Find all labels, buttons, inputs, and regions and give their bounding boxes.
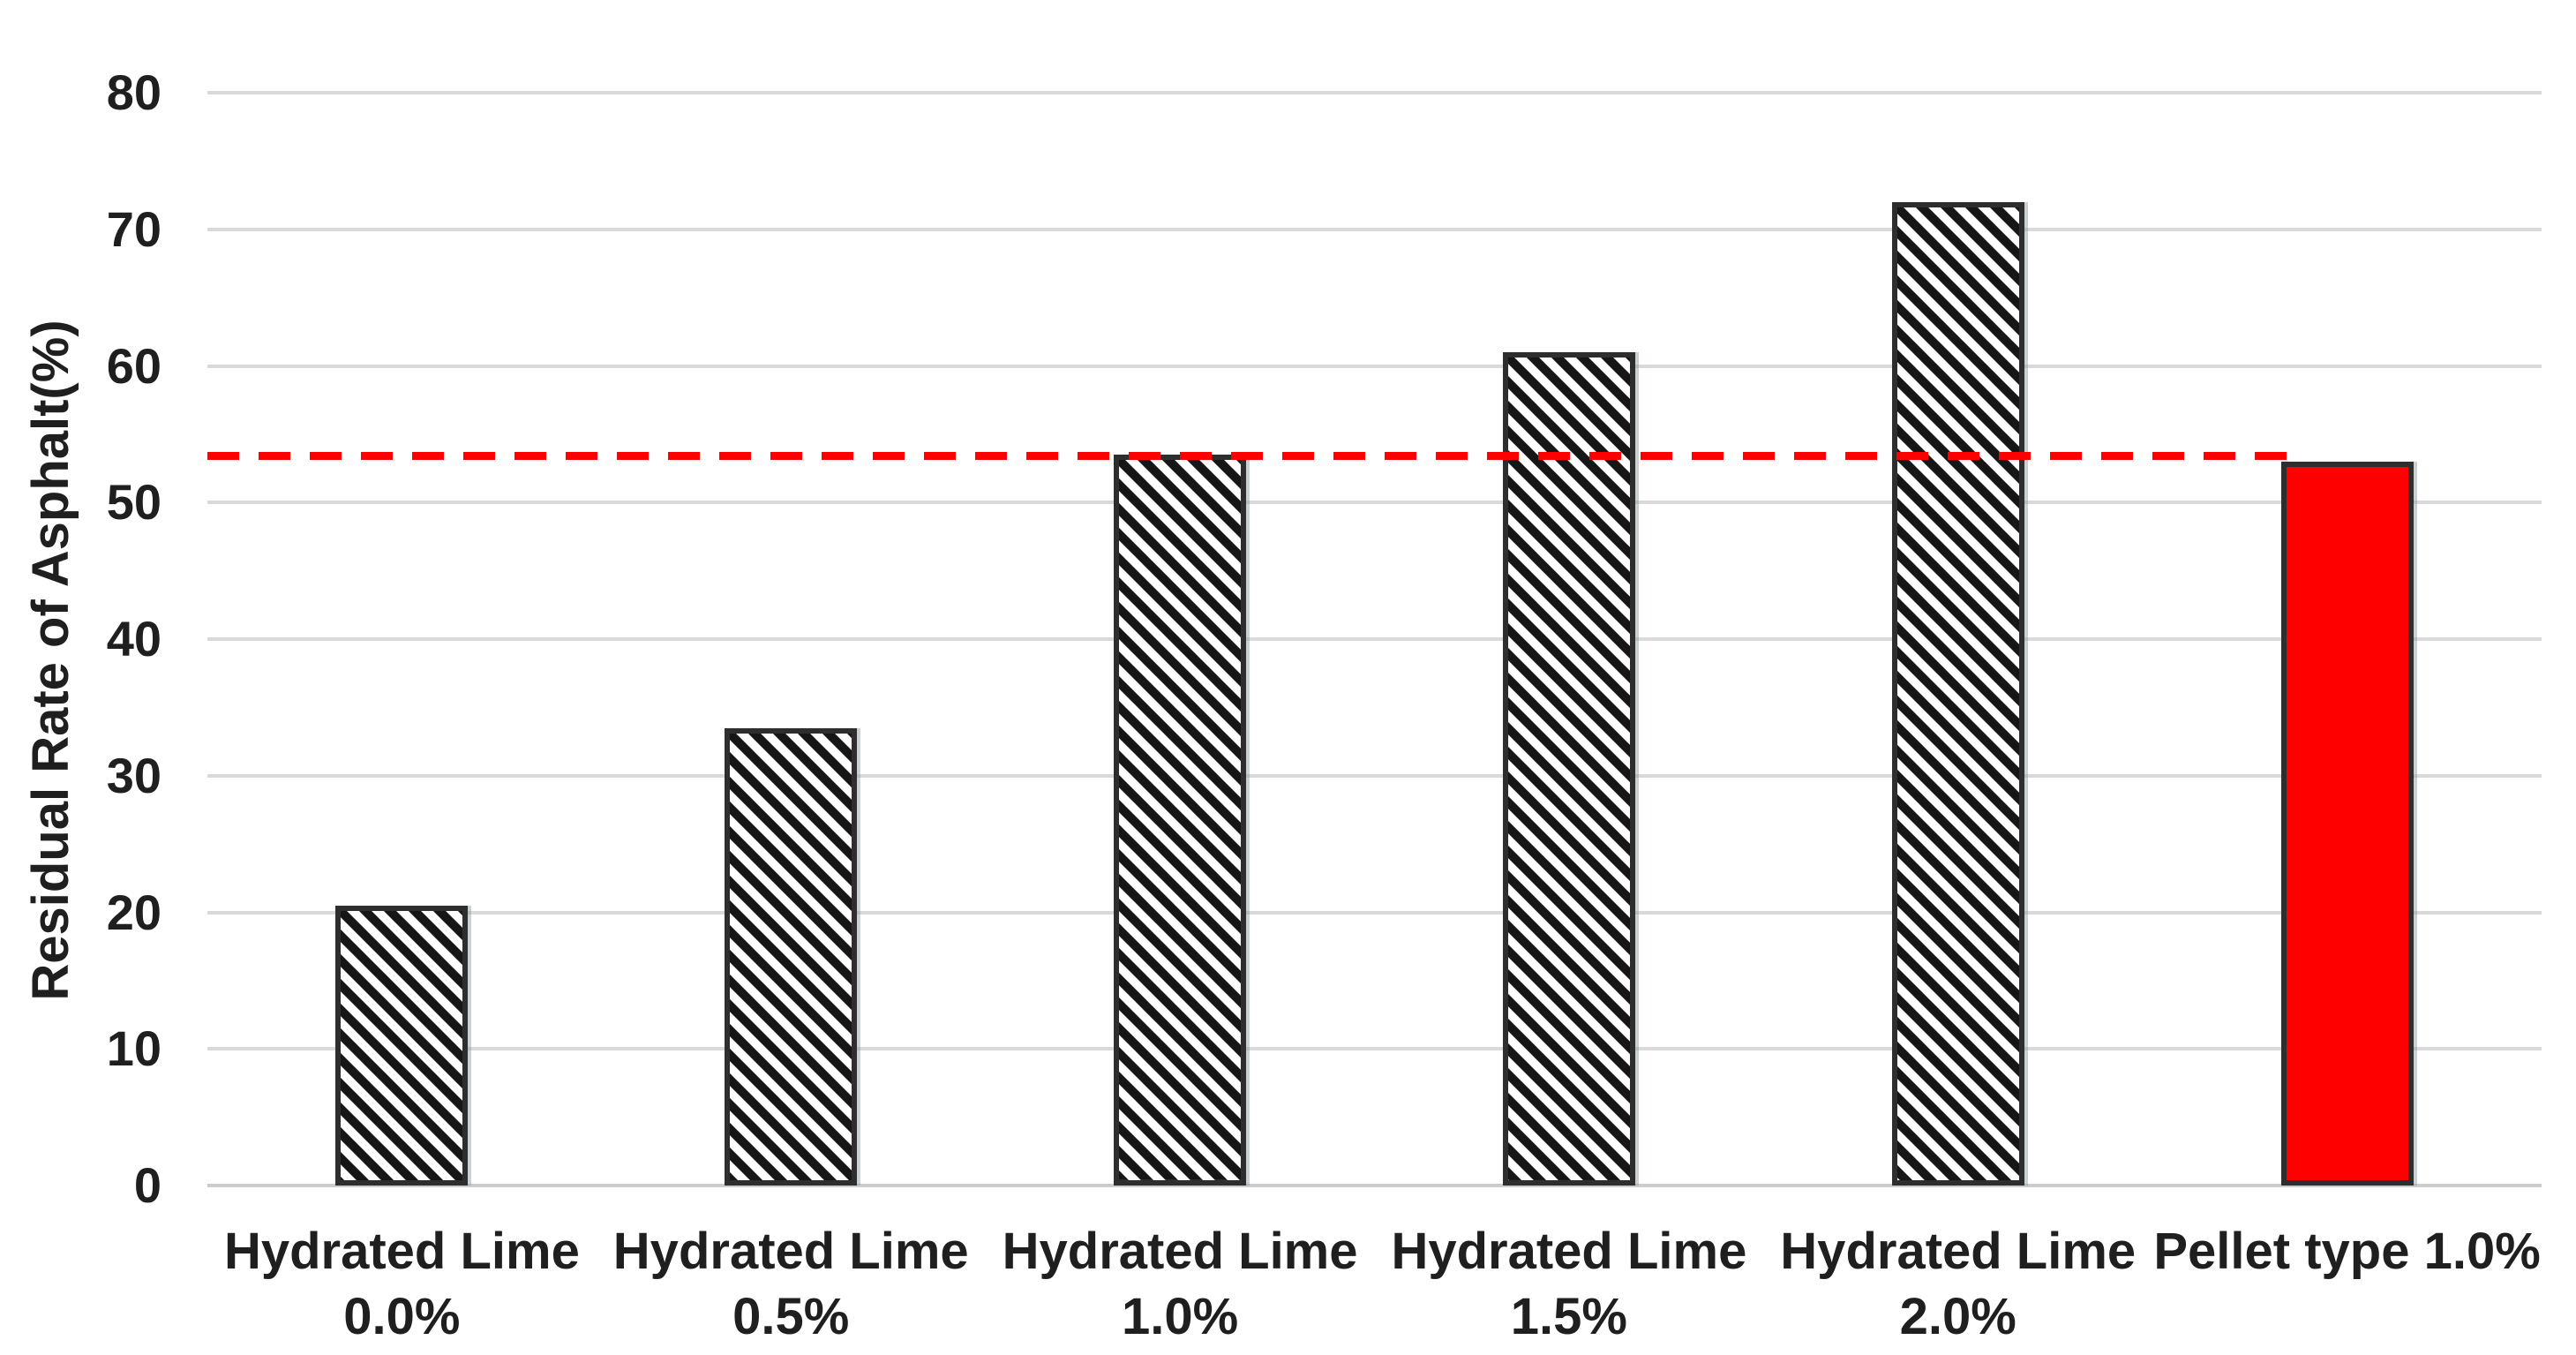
x-category-label-line2: 1.0% [1121,1288,1239,1345]
bar-hatched [1114,455,1247,1186]
x-category-label: Hydrated Lime 0.0% [199,1219,605,1350]
y-tick-label: 60 [106,337,161,394]
gridline [207,637,2542,641]
y-tick-label: 10 [106,1020,161,1077]
y-tick-label: 0 [133,1157,161,1213]
gridline [207,773,2542,778]
gridline [207,364,2542,368]
y-tick-label: 70 [106,200,161,257]
x-category-label-line2: 0.0% [343,1288,461,1345]
x-category-label-line1: Hydrated Lime [223,1223,580,1280]
x-category-label-line1: Hydrated Lime [1002,1223,1358,1280]
x-category-label-line1: Pellet type 1.0% [2153,1223,2541,1280]
x-category-label: Hydrated Lime 2.0% [1755,1219,2161,1350]
x-category-label-line2: 2.0% [1899,1288,2016,1345]
x-category-label: Pellet type 1.0% [2144,1219,2550,1284]
x-category-label-line1: Hydrated Lime [612,1223,969,1280]
gridline [207,1047,2542,1051]
reference-dashed-line [207,452,2294,461]
gridline [207,227,2542,231]
bar-hatched [1891,201,2024,1186]
x-category-label: Hydrated Lime 0.5% [588,1219,994,1350]
gridline [207,1184,2542,1187]
y-tick-label: 30 [106,747,161,803]
bar-solid-red [2280,461,2414,1186]
bar-hatched [725,727,858,1186]
y-tick-label: 20 [106,884,161,940]
bar-hatched [335,905,469,1186]
x-category-label: Hydrated Lime 1.0% [977,1219,1383,1350]
gridline [207,91,2542,94]
bar-hatched [1502,352,1635,1186]
y-tick-label: 50 [106,474,161,531]
x-category-label-line2: 0.5% [732,1288,850,1345]
gridline [207,910,2542,915]
x-category-label-line1: Hydrated Lime [1391,1223,1747,1280]
x-category-label-line2: 1.5% [1510,1288,1627,1345]
gridline [207,501,2542,505]
y-tick-label: 40 [106,611,161,666]
x-category-label: Hydrated Lime 1.5% [1366,1219,1772,1350]
y-tick-label: 80 [106,64,161,120]
x-category-label-line1: Hydrated Lime [1780,1223,2137,1280]
